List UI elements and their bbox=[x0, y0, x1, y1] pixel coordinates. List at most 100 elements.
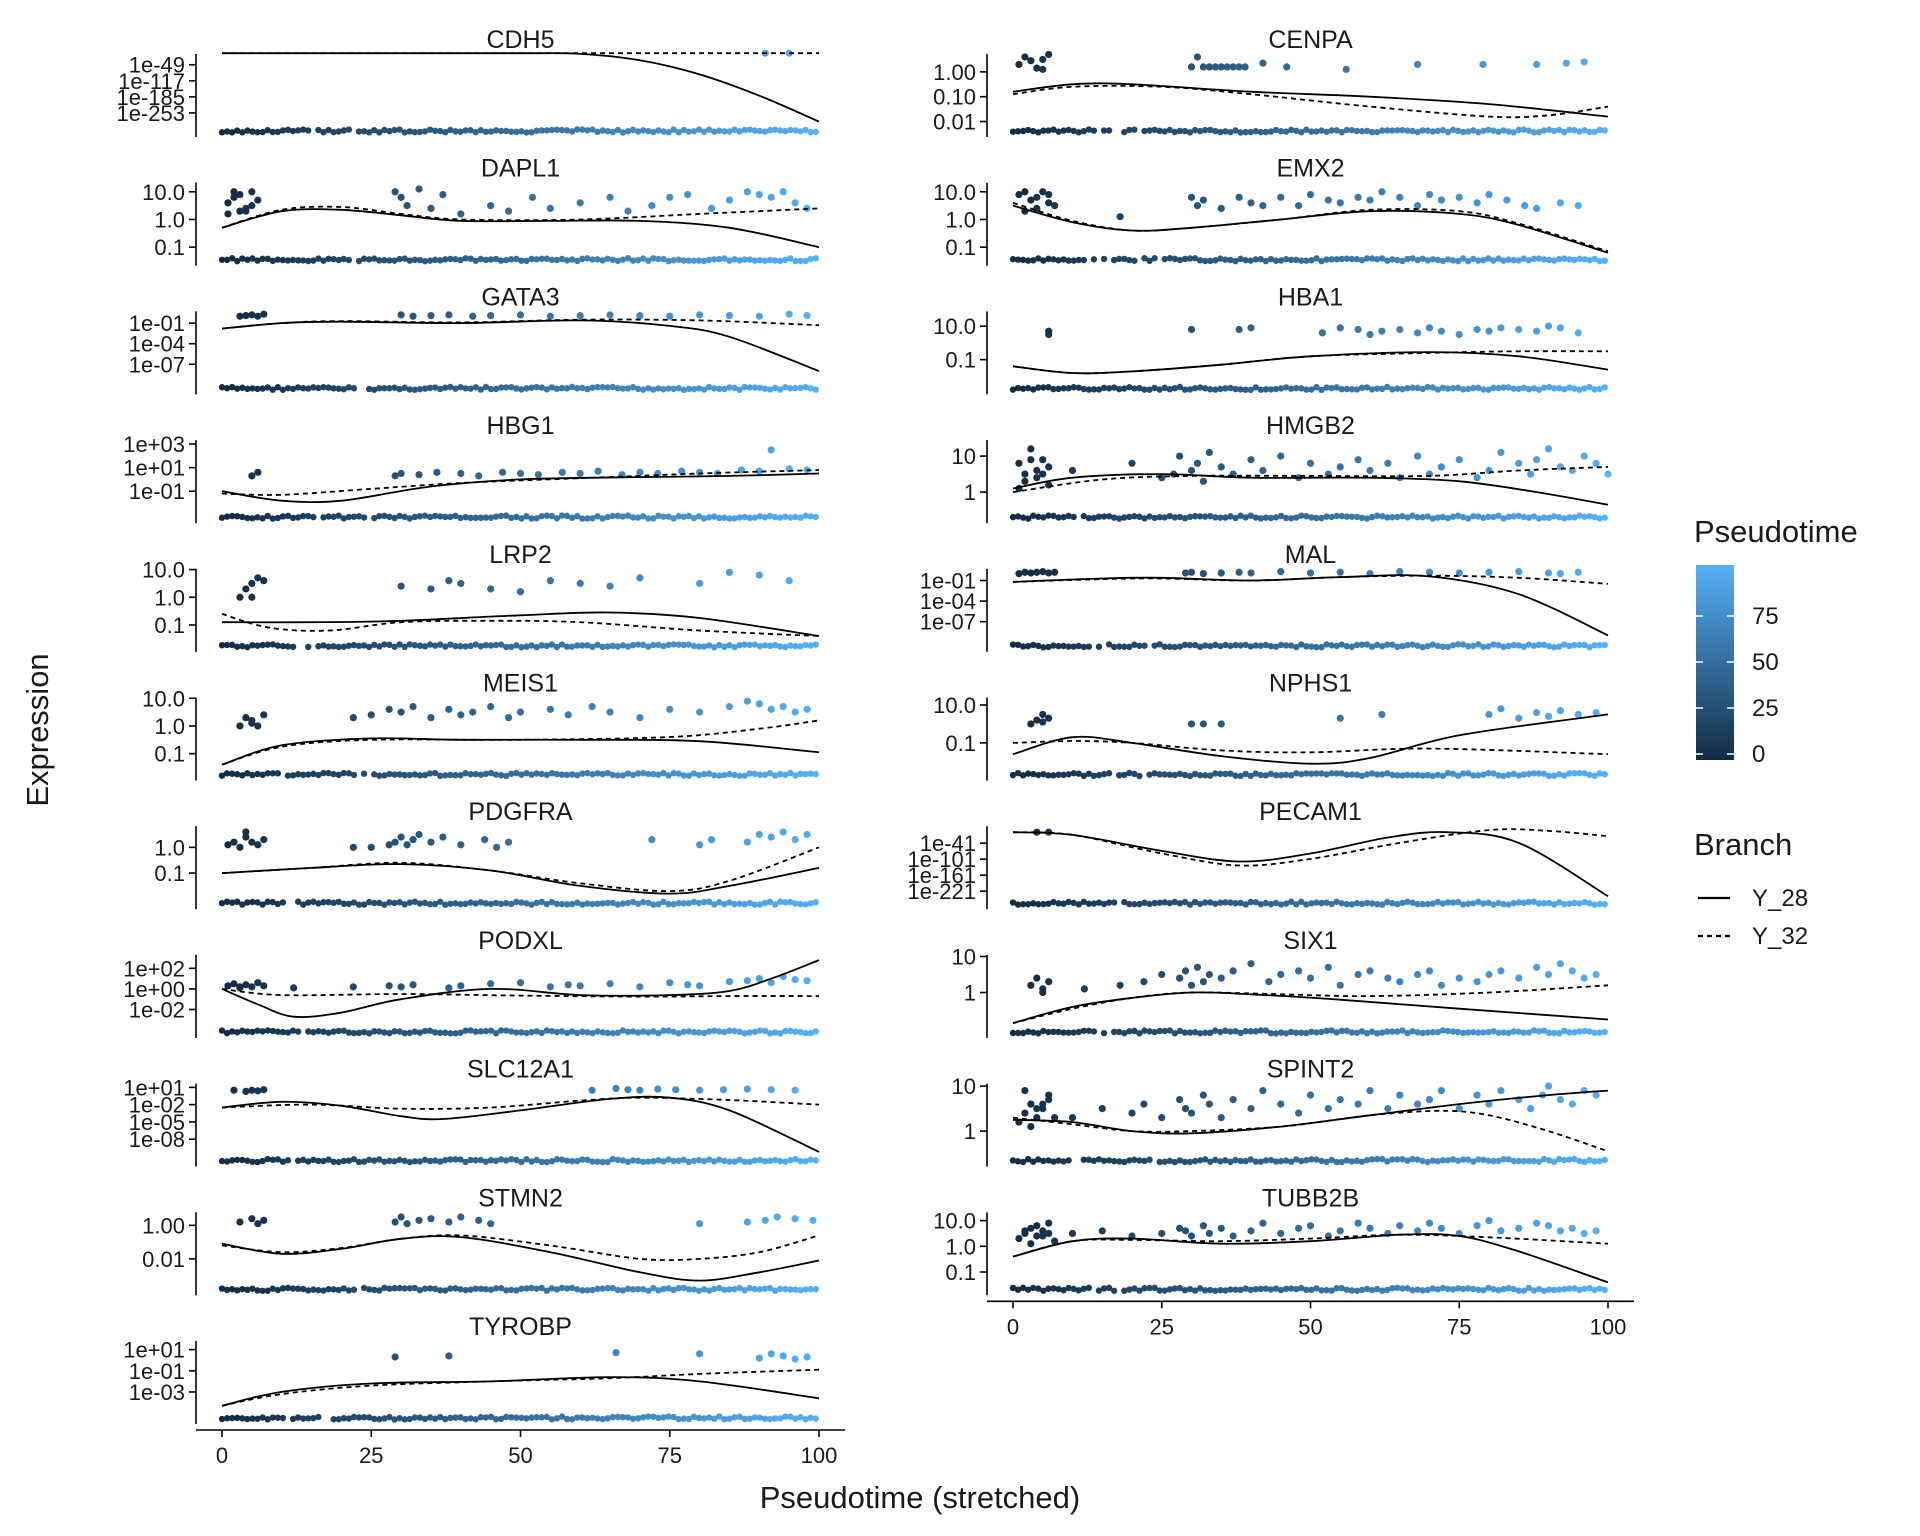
y-tick-label: 0.1 bbox=[945, 1260, 976, 1285]
zero-point bbox=[1287, 1158, 1295, 1165]
expression-point bbox=[242, 311, 250, 320]
zero-point bbox=[1196, 1157, 1204, 1164]
zero-point bbox=[1338, 770, 1345, 777]
zero-point bbox=[1035, 1156, 1042, 1163]
zero-point bbox=[259, 128, 266, 136]
zero-point bbox=[426, 1285, 434, 1292]
zero-point bbox=[254, 128, 261, 136]
zero-point bbox=[325, 1029, 332, 1036]
zero-point bbox=[1080, 256, 1088, 264]
expression-points bbox=[224, 972, 811, 992]
zero-point bbox=[294, 1414, 302, 1421]
zero-point bbox=[766, 1030, 774, 1037]
zero-point bbox=[1181, 771, 1189, 779]
zero-point bbox=[1500, 127, 1507, 134]
zero-point bbox=[1348, 901, 1356, 908]
zero-point bbox=[746, 641, 753, 649]
zero-point bbox=[1181, 386, 1189, 393]
expression-points bbox=[1015, 1082, 1600, 1131]
expression-point bbox=[224, 982, 232, 990]
zero-point bbox=[289, 1285, 297, 1292]
zero-point bbox=[619, 1027, 627, 1034]
zero-point bbox=[502, 1287, 510, 1294]
zero-point bbox=[310, 384, 317, 391]
zero-point bbox=[771, 641, 779, 649]
zero-point bbox=[1586, 383, 1593, 391]
zero-point bbox=[1525, 385, 1533, 393]
zero-point bbox=[264, 1416, 271, 1423]
zero-point bbox=[1596, 1285, 1603, 1292]
zero-point bbox=[279, 513, 287, 520]
expression-point bbox=[367, 843, 375, 851]
expression-point bbox=[1187, 1232, 1196, 1240]
zero-point bbox=[431, 1029, 439, 1036]
zero-point bbox=[1530, 770, 1538, 777]
zero-point bbox=[360, 1028, 368, 1036]
expression-point bbox=[397, 469, 405, 478]
zero-point bbox=[584, 1029, 591, 1036]
zero-points bbox=[218, 512, 819, 522]
zero-point bbox=[1363, 515, 1371, 522]
expression-point bbox=[576, 199, 584, 207]
zero-point bbox=[1480, 1029, 1487, 1036]
zero-point bbox=[543, 771, 550, 779]
zero-point bbox=[1277, 385, 1285, 392]
zero-point bbox=[1475, 772, 1482, 779]
zero-point bbox=[1196, 1285, 1204, 1292]
expression-point bbox=[1556, 199, 1564, 207]
zero-point bbox=[639, 1028, 647, 1035]
zero-point bbox=[1014, 384, 1022, 392]
expression-point bbox=[707, 204, 716, 212]
zero-point bbox=[1338, 1158, 1345, 1166]
zero-point bbox=[1090, 386, 1098, 393]
zero-point bbox=[1409, 384, 1416, 391]
zero-point bbox=[1464, 385, 1472, 393]
zero-point bbox=[680, 257, 687, 264]
zero-point bbox=[807, 1414, 814, 1421]
zero-point bbox=[1328, 770, 1335, 777]
zero-point bbox=[345, 1029, 353, 1036]
zero-point bbox=[325, 513, 332, 520]
zero-point bbox=[533, 515, 540, 522]
zero-point bbox=[1404, 641, 1411, 649]
zero-point bbox=[305, 512, 312, 520]
zero-point bbox=[1404, 898, 1411, 906]
zero-point bbox=[1060, 1158, 1067, 1165]
zero-point bbox=[807, 1029, 814, 1037]
zero-point bbox=[553, 643, 561, 651]
zero-point bbox=[431, 1285, 439, 1293]
zero-point bbox=[1394, 513, 1401, 521]
zero-point bbox=[371, 1415, 378, 1423]
fit-line-y28 bbox=[1012, 473, 1609, 506]
zero-point bbox=[416, 128, 424, 136]
zero-point bbox=[1298, 1029, 1305, 1036]
zero-point bbox=[1566, 642, 1573, 650]
zero-point bbox=[1404, 771, 1411, 779]
zero-point bbox=[1201, 1287, 1209, 1294]
zero-point bbox=[411, 386, 419, 393]
zero-point bbox=[1161, 899, 1168, 906]
zero-point bbox=[1444, 643, 1452, 651]
zero-point bbox=[645, 257, 652, 264]
zero-point bbox=[421, 899, 429, 907]
zero-point bbox=[1404, 255, 1411, 263]
expression-point bbox=[1217, 63, 1225, 71]
zero-point bbox=[452, 512, 459, 520]
zero-point bbox=[619, 385, 627, 392]
zero-point bbox=[629, 384, 637, 391]
zero-point bbox=[1131, 1285, 1138, 1292]
zero-point bbox=[1343, 513, 1350, 520]
zero-point bbox=[746, 126, 753, 133]
zero-point bbox=[1014, 256, 1022, 263]
zero-point bbox=[1217, 1286, 1224, 1294]
zero-point bbox=[1287, 642, 1295, 649]
zero-point bbox=[1561, 1156, 1568, 1164]
zero-point bbox=[675, 1030, 682, 1037]
zero-point bbox=[792, 642, 799, 650]
zero-point bbox=[634, 514, 642, 521]
y-tick-label: 1e-185 bbox=[116, 85, 185, 110]
zero-point bbox=[690, 514, 698, 522]
zero-point bbox=[1176, 1027, 1184, 1035]
zero-point bbox=[797, 384, 804, 392]
